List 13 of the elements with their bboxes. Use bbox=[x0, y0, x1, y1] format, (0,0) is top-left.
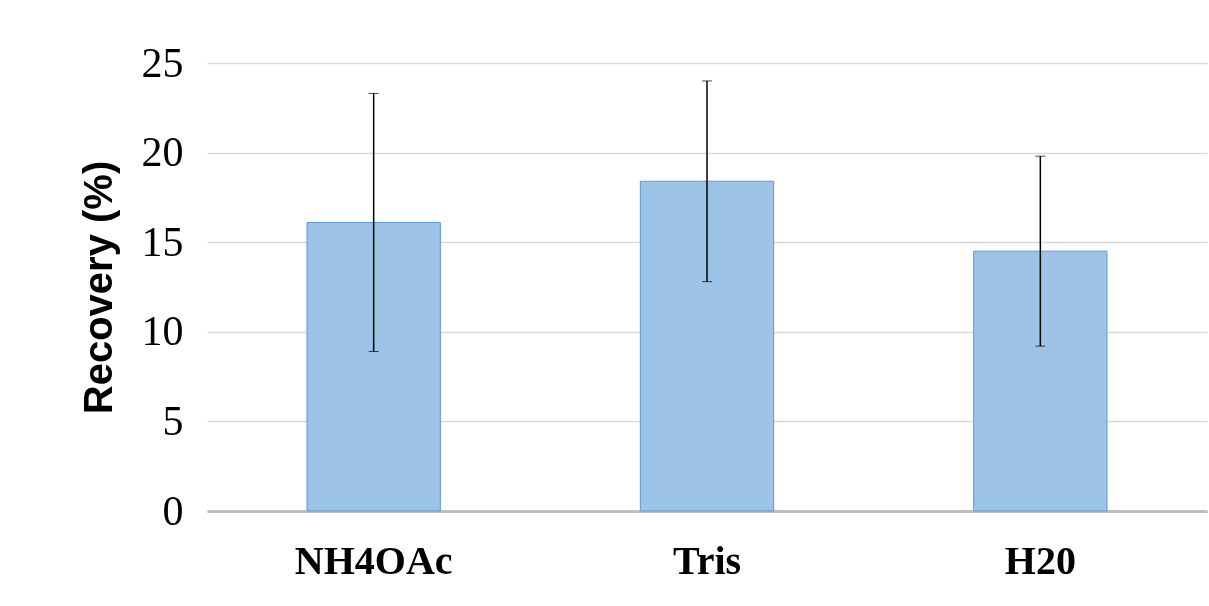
y-tick-label: 10 bbox=[141, 308, 184, 355]
bar bbox=[306, 221, 441, 512]
y-tick-label: 0 bbox=[162, 487, 184, 534]
x-tick-label: NH4OAc bbox=[294, 537, 453, 583]
bar bbox=[639, 180, 775, 512]
y-tick-label: 20 bbox=[141, 129, 184, 176]
y-tick-label: 5 bbox=[162, 397, 184, 444]
x-tick-label: Tris bbox=[672, 537, 742, 583]
y-tick-label: 25 bbox=[141, 39, 184, 86]
x-tick-label: H20 bbox=[1004, 537, 1076, 583]
y-tick-label: 15 bbox=[141, 218, 184, 265]
bar bbox=[973, 250, 1108, 512]
y-axis-title: Recovery (%) bbox=[75, 160, 120, 415]
